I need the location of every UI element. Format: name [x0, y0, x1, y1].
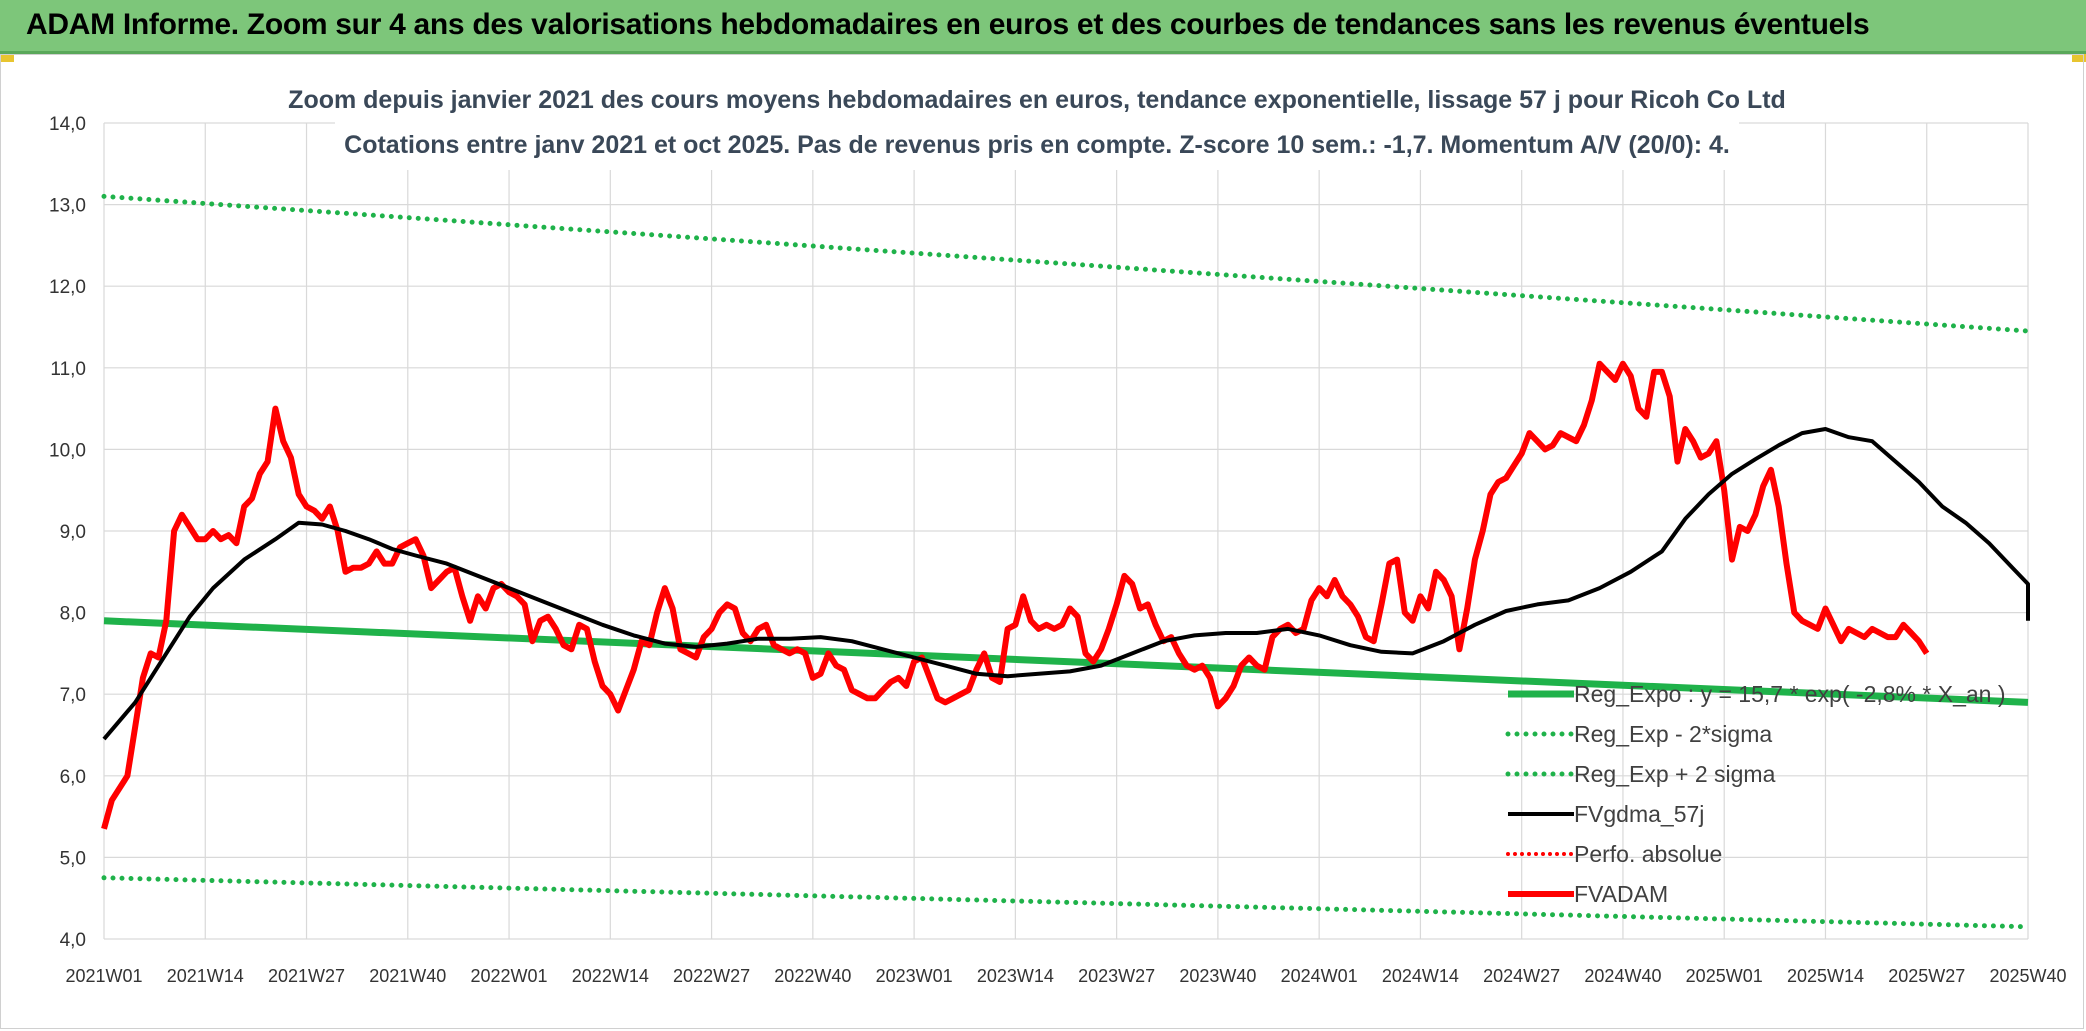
x-axis-ticks: 2021W01 2021W14 2021W27 2021W40 2022W01 2022W… — [65, 966, 2066, 986]
chart-title-box: Zoom depuis janvier 2021 des cours moyen… — [288, 78, 1786, 170]
series-line-solid-green — [103, 617, 2029, 706]
series-line-dotted-green — [101, 875, 2031, 930]
chart-title-line-1: Zoom depuis janvier 2021 des cours moyen… — [288, 86, 1786, 114]
x-tick-label: 2023W14 — [977, 966, 1054, 986]
x-tick-label: 2022W40 — [774, 966, 851, 986]
legend-label: FVADAM — [1574, 881, 1668, 907]
x-tick-label: 2024W14 — [1382, 966, 1459, 986]
y-axis-ticks: 4,0 5,0 6,0 7,0 8,0 9,0 10,0 11,0 12,0 13,0 14,0 — [49, 114, 86, 951]
series-line-dotted-green — [101, 193, 2031, 334]
y-tick-label: 7,0 — [60, 685, 86, 706]
x-tick-label: 2021W14 — [167, 966, 244, 986]
x-tick-label: 2023W40 — [1179, 966, 1256, 986]
x-tick-label: 2024W27 — [1483, 966, 1560, 986]
x-tick-label: 2021W01 — [65, 966, 142, 986]
series-line-solid-red — [101, 360, 1930, 830]
y-tick-label: 5,0 — [60, 848, 86, 869]
chart-title-background — [335, 78, 1739, 170]
y-tick-label: 12,0 — [49, 277, 86, 298]
y-tick-label: 11,0 — [50, 359, 86, 380]
report-banner: ADAM Informe. Zoom sur 4 ans des valoris… — [0, 0, 2086, 54]
corner-mark-left — [0, 54, 14, 62]
legend-label: Reg_Exp + 2 sigma — [1574, 761, 1776, 787]
gridlines — [103, 122, 2029, 940]
y-tick-label: 13,0 — [49, 196, 86, 217]
legend-label: FVgdma_57j — [1574, 801, 1704, 827]
legend: Reg_Expo : y = 15,7 * exp( -2,8% * X_an … — [1505, 681, 2006, 907]
x-tick-label: 2022W14 — [572, 966, 649, 986]
report-title: ADAM Informe. Zoom sur 4 ans des valoris… — [26, 8, 1870, 41]
corner-mark-right — [2072, 54, 2086, 62]
x-tick-label: 2022W27 — [673, 966, 750, 986]
legend-label: Perfo. absolue — [1574, 841, 1722, 867]
x-tick-label: 2025W01 — [1686, 966, 1763, 986]
chart-frame — [0, 54, 2084, 1029]
x-tick-label: 2025W14 — [1787, 966, 1864, 986]
x-tick-label: 2025W27 — [1888, 966, 1965, 986]
x-tick-label: 2025W40 — [1989, 966, 2066, 986]
x-tick-label: 2023W27 — [1078, 966, 1155, 986]
y-tick-label: 14,0 — [49, 114, 86, 135]
chart-title-line-2: Cotations entre janv 2021 et oct 2025. P… — [344, 131, 1730, 159]
y-tick-label: 4,0 — [60, 930, 86, 951]
x-tick-label: 2022W01 — [471, 966, 548, 986]
series-line-solid-black — [102, 427, 2030, 741]
x-tick-label: 2021W27 — [268, 966, 345, 986]
series-layer — [101, 193, 2031, 930]
x-tick-label: 2024W40 — [1584, 966, 1661, 986]
y-tick-label: 9,0 — [60, 522, 86, 543]
x-tick-label: 2024W01 — [1281, 966, 1358, 986]
y-tick-label: 6,0 — [60, 767, 86, 788]
legend-label: Reg_Exp - 2*sigma — [1574, 721, 1772, 747]
y-tick-label: 10,0 — [49, 440, 86, 461]
x-tick-label: 2021W40 — [369, 966, 446, 986]
x-tick-label: 2023W01 — [876, 966, 953, 986]
legend-label: Reg_Expo : y = 15,7 * exp( -2,8% * X_an … — [1574, 681, 2006, 707]
y-tick-label: 8,0 — [60, 604, 86, 625]
